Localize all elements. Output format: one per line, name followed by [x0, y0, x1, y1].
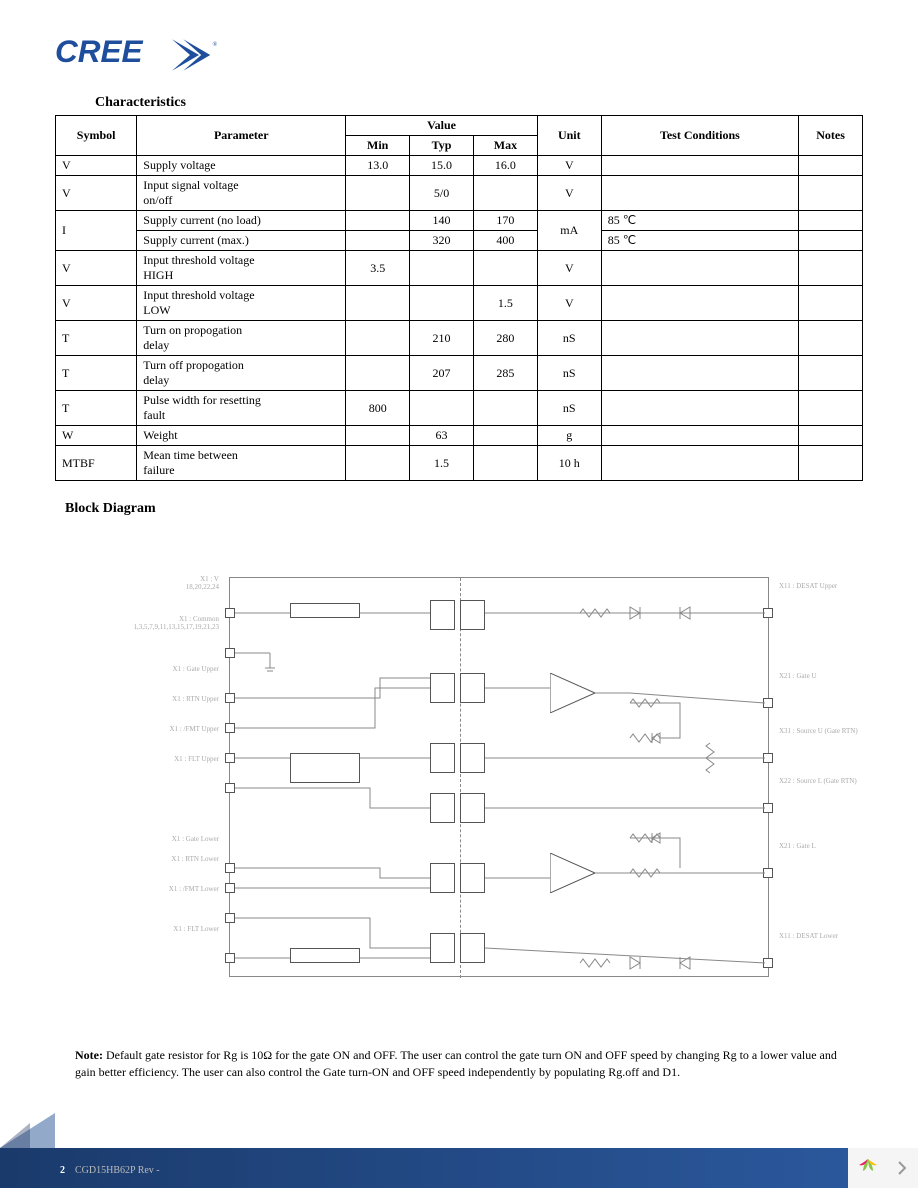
- svg-text:CREE: CREE: [55, 33, 144, 69]
- table-row: VInput threshold voltageLOW1.5V: [56, 286, 863, 321]
- table-row: VInput threshold voltageHIGH3.5V: [56, 251, 863, 286]
- th-min: Min: [346, 136, 410, 156]
- th-typ: Typ: [410, 136, 474, 156]
- th-parameter: Parameter: [137, 116, 346, 156]
- block-diagram: X1 : V 18,20,22,24 X1 : Common 1,3,5,7,9…: [109, 547, 809, 997]
- footer-nav[interactable]: [848, 1148, 918, 1188]
- th-symbol: Symbol: [56, 116, 137, 156]
- footer-bar: 2 CGD15HB62P Rev -: [0, 1148, 918, 1188]
- th-test: Test Conditions: [601, 116, 798, 156]
- th-unit: Unit: [537, 116, 601, 156]
- table-row: VSupply voltage13.015.016.0V: [56, 156, 863, 176]
- th-value: Value: [346, 116, 538, 136]
- svg-text:®: ®: [213, 41, 218, 48]
- table-row: Supply current (max.)32040085 ℃: [56, 231, 863, 251]
- chevron-right-icon[interactable]: [897, 1160, 909, 1176]
- table-row: VInput signal voltageon/off5/0V: [56, 176, 863, 211]
- table-row: TTurn off propogationdelay207285nS: [56, 356, 863, 391]
- table-row: WWeight63g: [56, 426, 863, 446]
- cree-logo: CREE ®: [55, 30, 863, 85]
- th-max: Max: [473, 136, 537, 156]
- table-row: ISupply current (no load)140170mA85 ℃: [56, 211, 863, 231]
- th-notes: Notes: [799, 116, 863, 156]
- block-diagram-title: Block Diagram: [65, 501, 863, 517]
- note-text: Note: Default gate resistor for Rg is 10…: [75, 1047, 843, 1081]
- leaf-icon: [857, 1157, 879, 1179]
- table-row: MTBFMean time betweenfailure1.510 h: [56, 446, 863, 481]
- characteristics-table: Symbol Parameter Value Unit Test Conditi…: [55, 115, 863, 481]
- table-row: TPulse width for resettingfault800nS: [56, 391, 863, 426]
- characteristics-title: Characteristics: [95, 95, 863, 111]
- table-row: TTurn on propogationdelay210280nS: [56, 321, 863, 356]
